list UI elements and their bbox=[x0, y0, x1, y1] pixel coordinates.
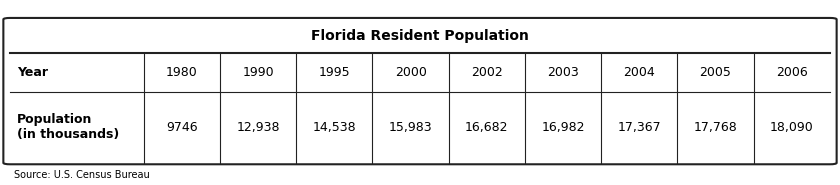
Text: Florida Resident Population: Florida Resident Population bbox=[311, 29, 529, 43]
Text: 2006: 2006 bbox=[776, 66, 808, 79]
FancyBboxPatch shape bbox=[3, 18, 837, 164]
Text: 15,983: 15,983 bbox=[389, 121, 433, 134]
Text: 2005: 2005 bbox=[700, 66, 732, 79]
Text: 18,090: 18,090 bbox=[770, 121, 814, 134]
Text: 14,538: 14,538 bbox=[312, 121, 356, 134]
Text: Source: U.S. Census Bureau: Source: U.S. Census Bureau bbox=[14, 170, 150, 180]
Text: 2003: 2003 bbox=[547, 66, 579, 79]
Text: 16,682: 16,682 bbox=[465, 121, 508, 134]
Text: 12,938: 12,938 bbox=[236, 121, 280, 134]
Text: 17,367: 17,367 bbox=[617, 121, 661, 134]
Text: 2004: 2004 bbox=[623, 66, 655, 79]
Text: 9746: 9746 bbox=[166, 121, 197, 134]
Text: 2002: 2002 bbox=[471, 66, 502, 79]
Text: 1980: 1980 bbox=[166, 66, 197, 79]
Text: 16,982: 16,982 bbox=[541, 121, 585, 134]
Text: 2000: 2000 bbox=[395, 66, 427, 79]
Text: Year: Year bbox=[17, 66, 48, 79]
Text: Population
(in thousands): Population (in thousands) bbox=[17, 113, 119, 141]
Text: 17,768: 17,768 bbox=[694, 121, 738, 134]
Text: 1995: 1995 bbox=[318, 66, 350, 79]
Text: 1990: 1990 bbox=[242, 66, 274, 79]
